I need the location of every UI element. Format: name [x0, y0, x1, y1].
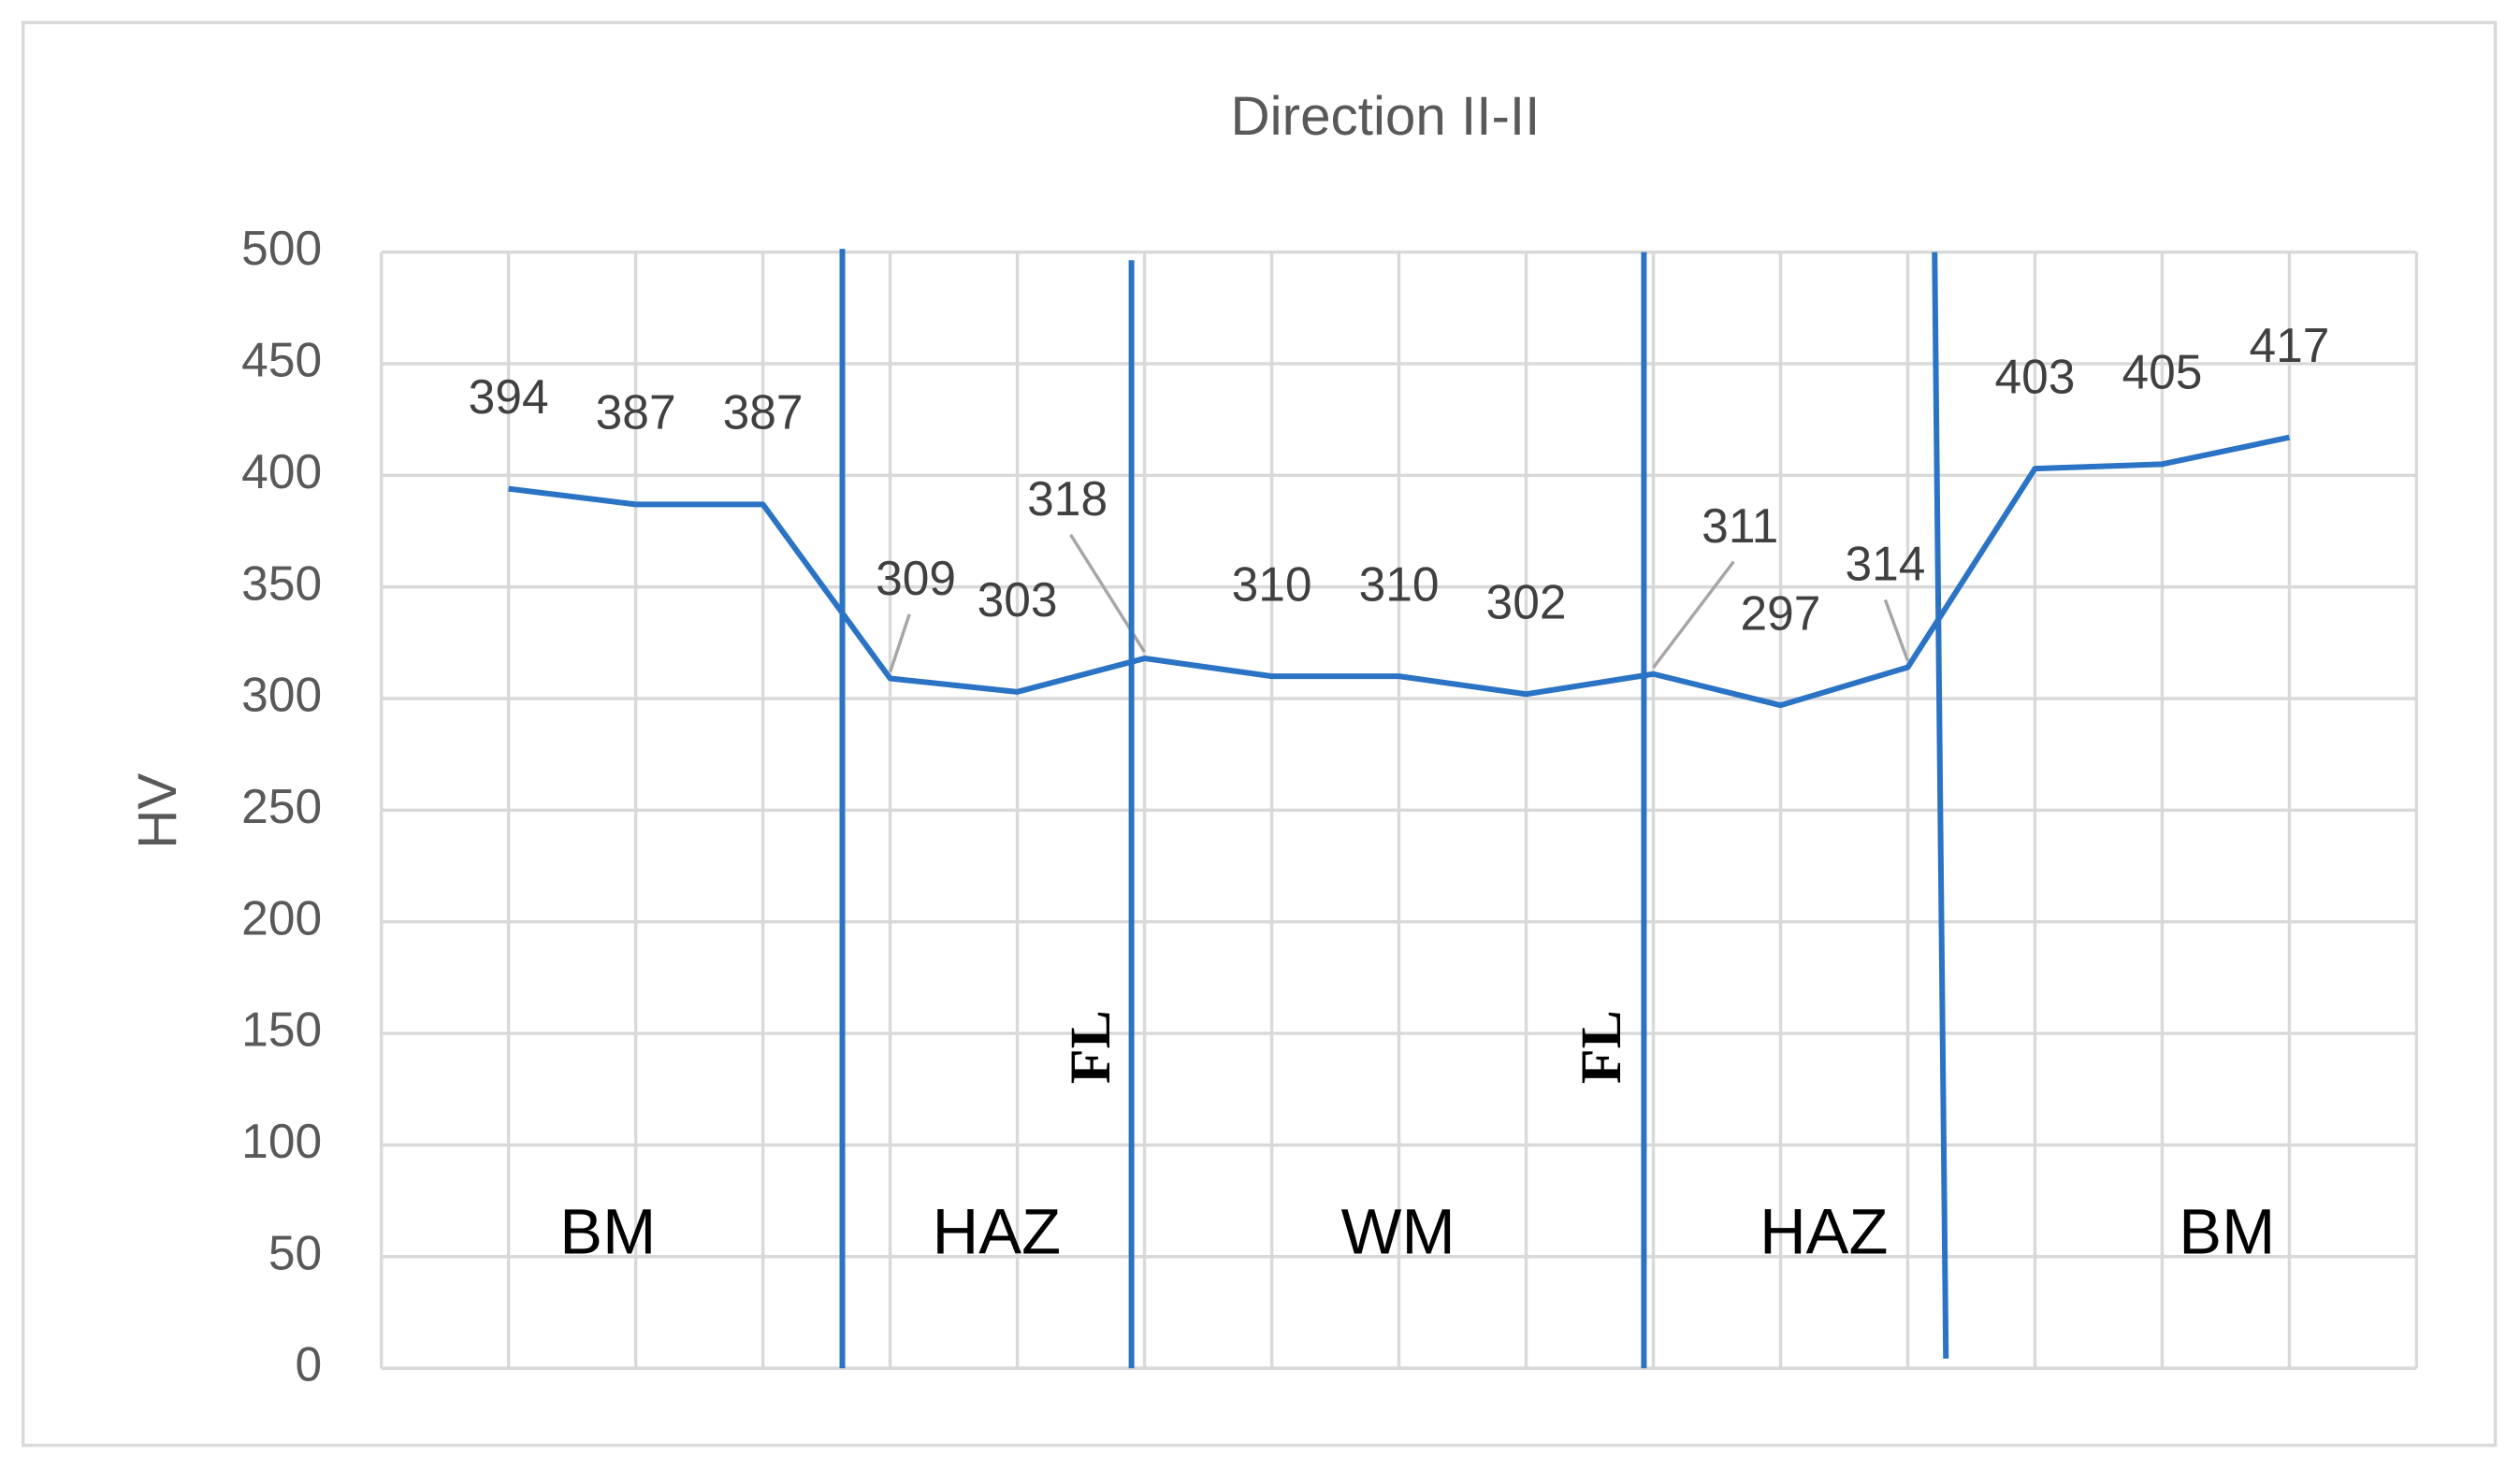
chart-title: Direction II-II — [1231, 86, 1541, 147]
boundary-line — [1932, 252, 1949, 1359]
y-tick-label: 150 — [241, 1002, 322, 1057]
data-label: 394 — [469, 369, 549, 424]
data-line — [508, 434, 2291, 709]
data-label: 302 — [1486, 574, 1567, 628]
y-tick-label: 400 — [241, 444, 322, 498]
y-tick-label: 300 — [241, 668, 322, 722]
data-label: 318 — [1027, 471, 1108, 526]
data-label: 297 — [1741, 585, 1821, 640]
zone-label: BM — [2179, 1195, 2275, 1267]
y-tick-label: 0 — [295, 1337, 322, 1392]
leader-line — [888, 613, 911, 673]
grid: 0 50 100 150 200 250 300 350 400 450 500 — [241, 221, 2419, 1392]
data-label: 311 — [1702, 498, 1778, 553]
zone-label: HAZ — [1760, 1195, 1888, 1267]
y-tick-label: 450 — [241, 333, 322, 387]
zone-boundaries — [839, 249, 1949, 1369]
data-label: 417 — [2249, 318, 2329, 372]
y-tick-label: 100 — [241, 1114, 322, 1168]
data-label: 310 — [1359, 556, 1440, 611]
chart-border — [22, 21, 2498, 1448]
fusion-line-label: FL — [1570, 1010, 1633, 1084]
data-label: 309 — [876, 551, 956, 605]
leader-line — [1883, 598, 1910, 662]
zone-label: HAZ — [933, 1195, 1061, 1267]
y-tick-label: 500 — [241, 221, 322, 275]
data-label: 405 — [2122, 345, 2202, 399]
y-axis-label: HV — [127, 773, 188, 849]
zone-label: WM — [1341, 1195, 1456, 1267]
y-tick-label: 350 — [241, 555, 322, 610]
data-label: 403 — [1994, 349, 2075, 403]
fusion-line-label: FL — [1059, 1010, 1122, 1084]
data-label: 310 — [1232, 556, 1312, 611]
y-tick-label: 200 — [241, 890, 322, 945]
zone-label: BM — [559, 1195, 656, 1267]
leader-line — [1652, 560, 1735, 669]
data-label: 387 — [596, 384, 676, 439]
data-label: 314 — [1845, 537, 1925, 591]
data-label: 387 — [723, 384, 804, 439]
y-tick-label: 250 — [241, 779, 322, 833]
y-tick-label: 50 — [268, 1225, 322, 1279]
plot: 394 387 387 309 303 318 310 310 302 311 297 314 403 4… — [469, 318, 2329, 709]
data-label: 303 — [978, 572, 1058, 627]
